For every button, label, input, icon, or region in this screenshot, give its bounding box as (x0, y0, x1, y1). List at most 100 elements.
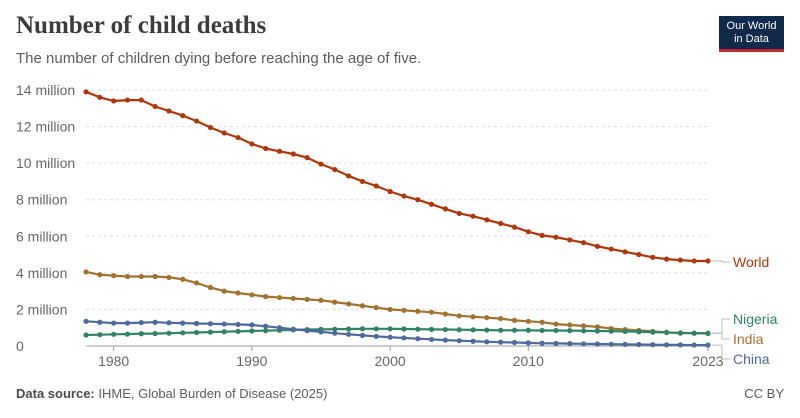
chart-title: Number of child deaths (16, 12, 267, 39)
y-tick-label: 0 (16, 338, 24, 354)
data-point-india (249, 292, 255, 298)
label-connector-world (712, 260, 730, 263)
line-chart: 0 2 million 4 million 6 million 8 million 10 … (16, 82, 778, 369)
data-point-nigeria (525, 327, 531, 333)
data-point-china (442, 337, 448, 343)
y-tick-label: 2 million (16, 301, 67, 317)
data-point-nigeria (581, 328, 587, 334)
data-point-china (193, 320, 200, 327)
data-point-india (553, 321, 559, 327)
y-tick-label: 6 million (16, 228, 67, 244)
data-point-india (207, 284, 213, 291)
data-point-world (249, 141, 255, 147)
data-point-india (332, 299, 338, 305)
data-point-world (415, 197, 421, 203)
data-point-world (622, 249, 628, 255)
data-point-china (650, 342, 656, 348)
data-point-world (359, 178, 366, 185)
data-point-china (152, 319, 158, 325)
owid-logo[interactable]: Our World in Data (719, 16, 784, 52)
data-point-nigeria (511, 327, 518, 333)
data-point-china (553, 340, 559, 347)
data-point-world (511, 224, 518, 230)
data-point-nigeria (691, 330, 697, 336)
series-label-india: India (733, 331, 764, 347)
data-point-nigeria (180, 330, 186, 336)
data-point-india (567, 322, 573, 328)
data-point-nigeria (428, 326, 435, 332)
data-point-world (138, 97, 144, 103)
data-point-nigeria (97, 332, 103, 338)
data-point-china (511, 339, 518, 346)
data-point-world (152, 103, 158, 110)
data-point-china (539, 340, 545, 346)
data-point-world (318, 161, 324, 167)
x-tick-label: 1990 (236, 353, 267, 369)
x-tick-label: 2023 (692, 353, 723, 369)
data-point-india (111, 273, 117, 279)
data-point-nigeria (636, 329, 642, 335)
data-point-world (567, 237, 573, 243)
data-point-world (166, 108, 172, 114)
series-line-nigeria (85, 327, 709, 337)
data-point-india (581, 323, 587, 329)
data-point-china (124, 320, 131, 326)
data-point-india (124, 273, 131, 280)
data-point-china (235, 321, 241, 328)
data-point-india (304, 296, 310, 302)
data-point-nigeria (608, 328, 614, 334)
data-point-nigeria (152, 330, 158, 337)
data-point-india (511, 317, 518, 323)
data-point-world (387, 188, 393, 195)
data-point-china (138, 319, 144, 326)
data-point-nigeria (332, 326, 338, 332)
data-point-china (346, 331, 352, 337)
data-point-china (83, 318, 89, 324)
data-point-nigeria (677, 330, 683, 336)
data-point-india (456, 313, 462, 319)
data-point-nigeria (663, 329, 670, 336)
data-point-world (663, 256, 670, 262)
data-point-world (456, 210, 462, 217)
data-point-nigeria (470, 327, 476, 333)
series-line-world (85, 90, 708, 263)
data-point-india (138, 273, 144, 280)
data-point-india (263, 294, 269, 300)
data-point-china (663, 342, 670, 348)
data-point-china (97, 319, 103, 325)
data-point-china (456, 338, 462, 344)
data-point-world (401, 193, 407, 199)
data-point-world (332, 166, 338, 173)
series-line-china (85, 320, 708, 347)
data-point-china (401, 335, 407, 341)
data-point-nigeria (650, 329, 656, 335)
data-point-nigeria (594, 328, 601, 334)
data-point-nigeria (221, 329, 227, 335)
data-point-india (442, 311, 448, 317)
data-point-india (290, 295, 296, 302)
data-point-india (484, 315, 490, 321)
data-point-world (346, 173, 352, 179)
data-point-india (83, 269, 89, 275)
data-point-china (387, 334, 393, 340)
data-point-india (180, 276, 186, 282)
data-point-india (359, 303, 366, 309)
x-tick-label: 1980 (98, 353, 129, 369)
data-point-china (608, 341, 614, 347)
data-point-india (97, 272, 103, 278)
data-point-china (525, 340, 531, 346)
data-point-india (498, 315, 504, 322)
data-point-india (594, 324, 601, 330)
data-point-india (235, 290, 241, 296)
data-point-nigeria (484, 327, 490, 333)
data-point-china (594, 341, 601, 347)
data-point-world (498, 220, 504, 227)
data-point-world (581, 240, 587, 246)
data-point-nigeria (539, 327, 545, 334)
data-point-nigeria (111, 331, 117, 337)
data-point-nigeria (567, 328, 573, 334)
license-link[interactable]: CC BY (744, 386, 784, 401)
data-point-nigeria (207, 329, 213, 335)
data-source-text[interactable]: IHME, Global Burden of Disease (2025) (98, 386, 328, 401)
label-connector-nigeria (712, 318, 730, 334)
